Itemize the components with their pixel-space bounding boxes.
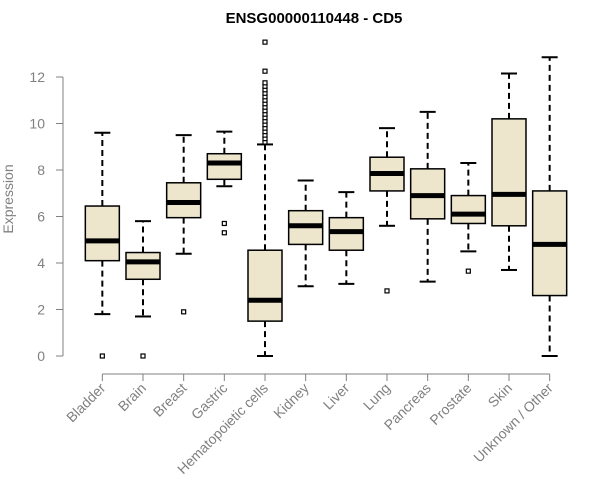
box-group-pancreas xyxy=(409,110,446,283)
y-tick-label-2: 2 xyxy=(37,302,45,318)
box-group-skin xyxy=(491,72,527,271)
box-group-breast xyxy=(165,134,202,315)
box-group-brain xyxy=(125,220,161,359)
box-group-kidney xyxy=(287,179,324,288)
x-tick-label: Liver xyxy=(320,380,353,413)
x-tick-label: Kidney xyxy=(270,380,312,422)
y-tick-label-10: 10 xyxy=(29,116,45,132)
y-tick-label-8: 8 xyxy=(37,162,45,178)
outlier-point xyxy=(140,353,146,359)
box-iqr xyxy=(84,205,121,262)
box-group-liver xyxy=(328,191,365,285)
y-axis: 0 2 4 6 8 10 12 xyxy=(29,69,64,364)
box-iqr xyxy=(247,249,283,322)
box-iqr xyxy=(491,118,527,227)
chart-title: ENSG00000110448 - CD5 xyxy=(226,10,403,27)
outlier-point xyxy=(221,230,227,236)
x-tick-label: Bladder xyxy=(63,380,109,426)
x-tick-label: Prostate xyxy=(426,380,474,428)
box-group-unknown-other xyxy=(531,56,568,357)
box-iqr xyxy=(450,194,487,225)
y-axis-title: Expression xyxy=(0,164,16,233)
y-tick-label-0: 0 xyxy=(37,348,45,364)
x-tick-label: Skin xyxy=(485,380,516,411)
outlier-point xyxy=(262,80,268,86)
x-tick-label: Lung xyxy=(360,380,393,413)
box-iqr xyxy=(206,152,243,181)
box-group-prostate xyxy=(450,162,487,274)
outlier-point xyxy=(262,68,268,74)
x-tick-label: Breast xyxy=(150,380,190,420)
y-tick-label-12: 12 xyxy=(29,69,45,85)
y-tick-label-6: 6 xyxy=(37,209,45,225)
outlier-point xyxy=(384,288,390,294)
outlier-point xyxy=(99,353,105,359)
box-group-hematopoietic-cells xyxy=(247,39,283,357)
box-group-lung xyxy=(369,127,405,294)
x-tick-label: Brain xyxy=(115,380,149,414)
outlier-point xyxy=(181,309,187,315)
outlier-point xyxy=(262,39,268,45)
box-iqr xyxy=(125,251,161,281)
box-group-bladder xyxy=(84,131,121,359)
plot-area xyxy=(84,39,568,359)
outlier-point xyxy=(221,220,227,227)
outlier-point xyxy=(465,268,471,274)
box-group-gastric xyxy=(206,130,243,236)
y-tick-label-4: 4 xyxy=(37,255,45,271)
